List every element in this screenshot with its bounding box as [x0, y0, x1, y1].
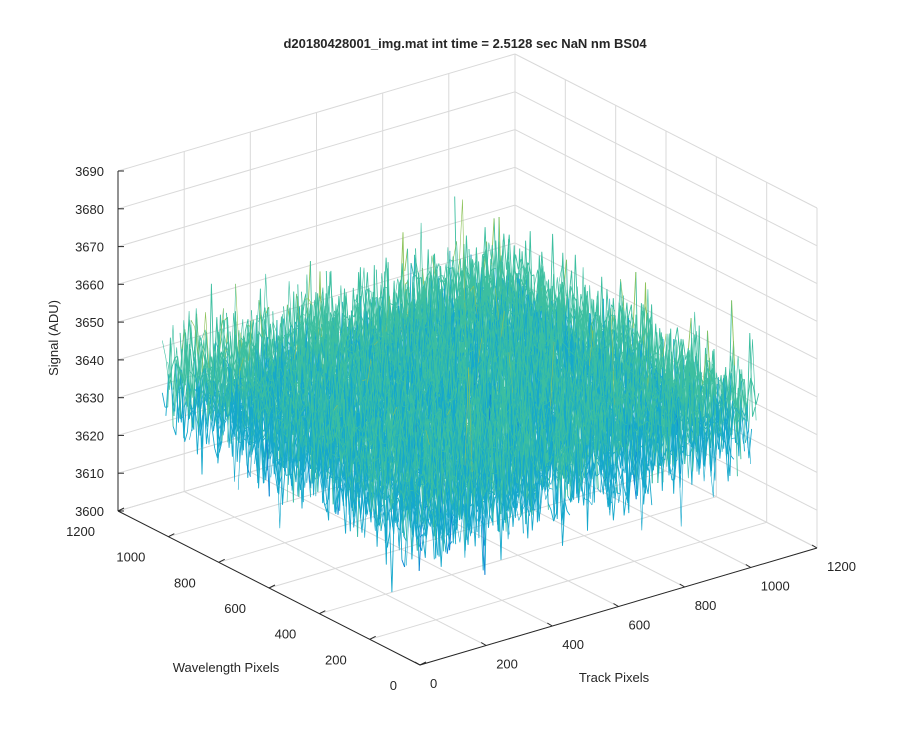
- x-axis-label: Track Pixels: [579, 670, 650, 685]
- floor-grid-line: [369, 521, 767, 640]
- z-tick-label: 3650: [75, 315, 104, 330]
- surface-mesh-line: [420, 339, 757, 532]
- x-tick-label: 800: [695, 598, 717, 613]
- back-wall-grid-line: [117, 129, 516, 248]
- y-tick-label: 1000: [116, 550, 145, 565]
- z-tick-label: 3680: [75, 202, 104, 217]
- chart-title: d20180428001_img.mat int time = 2.5128 s…: [283, 36, 647, 51]
- y-tick-label: 800: [174, 575, 196, 590]
- y-tick-mark: [268, 584, 276, 589]
- surface-mesh-line: [662, 333, 667, 357]
- surface-mesh-line: [296, 293, 301, 323]
- x-tick-label: 0: [430, 676, 437, 691]
- x-tick-mark: [613, 603, 619, 607]
- x-tick-label: 600: [629, 618, 651, 633]
- y-axis-label: Wavelength Pixels: [173, 660, 280, 675]
- x-tick-mark: [480, 642, 487, 646]
- surface-mesh-line: [373, 287, 500, 346]
- x-tick-mark: [414, 661, 421, 666]
- y-tick-label: 1200: [66, 524, 95, 539]
- surface-mesh-line: [415, 377, 751, 548]
- y-tick-mark: [419, 661, 427, 666]
- back-wall-grid-line: [117, 204, 516, 323]
- z-tick-label: 3690: [75, 164, 104, 179]
- y-tick-mark: [319, 610, 326, 615]
- surface-mesh-line: [469, 285, 478, 315]
- surface-mesh-line: [417, 397, 750, 532]
- surface-mesh-line: [425, 367, 473, 473]
- surface-mesh-line: [190, 298, 313, 355]
- surface-mesh-line: [239, 357, 244, 371]
- surface-mesh-line: [550, 341, 555, 407]
- y-tick-label: 600: [224, 601, 246, 616]
- side-wall-grid-line: [514, 166, 818, 322]
- surface-mesh-line: [241, 264, 574, 445]
- y-tick-mark: [218, 558, 225, 563]
- side-wall-grid-line: [514, 53, 818, 209]
- surface-mesh-line: [393, 330, 594, 416]
- z-axis-label: Signal (ADU): [46, 300, 61, 376]
- x-tick-label: 1200: [827, 559, 856, 574]
- x-tick-mark: [679, 583, 685, 588]
- z-tick-label: 3670: [75, 240, 104, 255]
- z-tick-label: 3610: [75, 466, 104, 481]
- surface-mesh-line: [385, 296, 390, 332]
- x-tick-label: 200: [496, 657, 518, 672]
- z-tick-label: 3640: [75, 353, 104, 368]
- surface-mesh-line: [235, 255, 436, 355]
- surface-mesh-line: [333, 404, 338, 411]
- side-wall-grid-line: [514, 129, 818, 285]
- z-tick-label: 3630: [75, 391, 104, 406]
- y-tick-label: 0: [390, 678, 397, 693]
- surface-mesh-line: [452, 241, 457, 261]
- x-tick-mark: [745, 564, 752, 568]
- back-wall-grid-line: [117, 166, 516, 285]
- surface-mesh-line: [266, 439, 270, 497]
- z-tick-label: 3660: [75, 277, 104, 292]
- surface-mesh-line: [702, 353, 707, 385]
- surface-mesh-line: [500, 310, 505, 338]
- z-tick-label: 3620: [75, 428, 104, 443]
- surface-mesh-line: [477, 338, 482, 363]
- tick-labels: 0 200 400 600 800 1000 1200 0 200 400 600 800 1000 12…: [66, 164, 856, 693]
- surface-mesh-line: [401, 559, 406, 568]
- surface-mesh-line: [632, 272, 637, 329]
- x-tick-label: 400: [562, 637, 584, 652]
- side-wall-grid-line: [514, 91, 818, 247]
- x-tick-label: 1000: [761, 579, 790, 594]
- y-tick-mark: [168, 533, 175, 538]
- side-wall-grid-line: [514, 204, 818, 360]
- y-tick-mark: [369, 635, 376, 640]
- x-tick-mark: [547, 622, 553, 627]
- surface-mesh-line: [362, 379, 366, 382]
- z-tick-label: 3600: [75, 504, 104, 519]
- surface-mesh-line: [446, 308, 615, 416]
- back-wall-grid-line: [117, 53, 516, 172]
- y-tick-label: 400: [275, 627, 297, 642]
- axis-lines: [117, 170, 818, 666]
- surface-mesh-line: [367, 279, 625, 384]
- surface-data: [161, 196, 760, 593]
- y-tick-label: 200: [325, 652, 347, 667]
- surface-mesh-line: [731, 300, 735, 366]
- floor-grid-line: [319, 496, 717, 615]
- x-tick-mark: [811, 544, 818, 549]
- surface-mesh-line: [293, 344, 298, 360]
- back-wall-grid-line: [117, 91, 516, 210]
